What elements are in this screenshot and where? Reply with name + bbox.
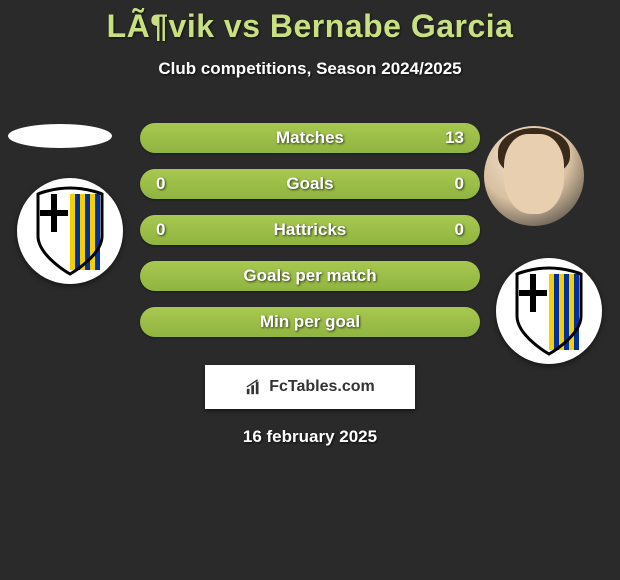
stat-label: Goals <box>286 174 333 194</box>
stat-right-value: 0 <box>455 174 464 194</box>
chart-icon <box>245 378 263 396</box>
page-title: LÃ¶vik vs Bernabe Garcia <box>0 8 620 45</box>
stat-label: Matches <box>276 128 344 148</box>
date-label: 16 february 2025 <box>0 427 620 447</box>
player-avatar-right <box>484 126 584 226</box>
stat-left-value: 0 <box>156 174 165 194</box>
stat-row-matches: Matches 13 <box>140 123 480 153</box>
subtitle: Club competitions, Season 2024/2025 <box>0 59 620 79</box>
shield-icon <box>32 186 108 276</box>
stat-left-value: 0 <box>156 220 165 240</box>
stat-right-value: 0 <box>455 220 464 240</box>
stat-right-value: 13 <box>445 128 464 148</box>
stat-label: Hattricks <box>274 220 347 240</box>
stat-label: Min per goal <box>260 312 360 332</box>
stat-label: Goals per match <box>243 266 376 286</box>
club-badge-right <box>496 258 602 364</box>
stat-row-min-per-goal: Min per goal <box>140 307 480 337</box>
stat-row-goals: 0 Goals 0 <box>140 169 480 199</box>
shield-icon <box>511 266 587 356</box>
watermark-text: FcTables.com <box>269 378 375 396</box>
player-avatar-left <box>8 124 112 148</box>
stat-row-goals-per-match: Goals per match <box>140 261 480 291</box>
stat-row-hattricks: 0 Hattricks 0 <box>140 215 480 245</box>
watermark-badge: FcTables.com <box>205 365 415 409</box>
club-badge-left <box>17 178 123 284</box>
